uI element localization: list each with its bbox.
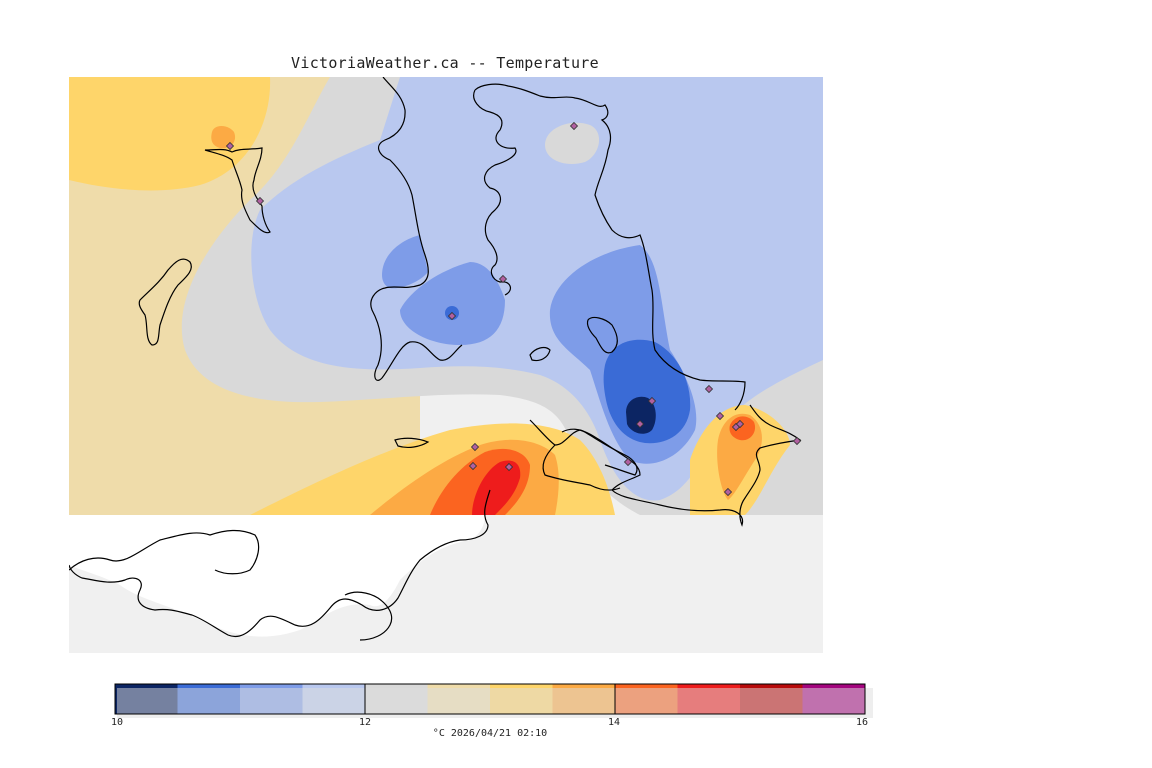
legend-tick-10: 10 [110, 717, 124, 728]
coastline-victoria-south [529, 404, 802, 527]
station-marker-7[interactable] [635, 419, 645, 429]
weather-stations [225, 121, 802, 497]
legend-shadow [117, 688, 873, 718]
station-marker-17[interactable] [623, 457, 633, 467]
legend-tick-14: 14 [607, 717, 621, 728]
map-title: VictoriaWeather.ca -- Temperature [291, 54, 599, 72]
coastline-southwest [69, 489, 491, 638]
coastline-west-inlet [370, 77, 463, 381]
legend-ticks [364, 684, 616, 714]
outside-data-region [69, 515, 485, 637]
coastline [69, 77, 802, 641]
coastline-island-c [138, 258, 192, 346]
station-marker-15[interactable] [723, 487, 733, 497]
coastline-west-bay [394, 437, 430, 448]
station-marker-14[interactable] [735, 419, 745, 429]
station-marker-4[interactable] [498, 274, 508, 284]
station-marker-8[interactable] [704, 384, 714, 394]
legend-tick-12: 12 [358, 717, 372, 728]
coastline-victoria-harbour [542, 444, 621, 491]
coastline-harbour-inlet [561, 428, 638, 476]
coastline-peninsula [474, 83, 746, 411]
contour-10_5-11-center [400, 262, 505, 345]
station-marker-2[interactable] [255, 196, 265, 206]
contour-11_5-12-ne-bubble [545, 122, 600, 165]
contour-12_5-13-nw [69, 77, 271, 191]
coastline-island-a [586, 316, 618, 354]
legend-frame [114, 683, 866, 715]
map-footer-units-timestamp: °C 2026/04/21 02:10 [432, 728, 548, 739]
contour-10_5-11-west [382, 235, 428, 289]
coastline-northshore-south [69, 529, 260, 575]
station-marker-11[interactable] [470, 442, 480, 452]
station-marker-13[interactable] [504, 462, 514, 472]
station-marker-5[interactable] [447, 311, 457, 321]
coastline-island-b [529, 346, 551, 362]
station-marker-1[interactable] [225, 141, 235, 151]
contour-13_5-14-east [729, 416, 756, 441]
station-marker-6[interactable] [647, 396, 657, 406]
station-marker-12[interactable] [468, 461, 478, 471]
station-marker-16[interactable] [792, 436, 802, 446]
legend-tick-16: 16 [855, 717, 869, 728]
contour-14-14_5-south [472, 460, 521, 515]
contour-13-13_5-nw [211, 126, 236, 149]
station-marker-3[interactable] [569, 121, 579, 131]
coastline-island-d [204, 147, 271, 234]
coastline-peninsula-inner [473, 89, 517, 296]
contour-below-10 [626, 396, 656, 434]
coastline-lower-point [344, 591, 393, 641]
station-marker-9[interactable] [715, 411, 725, 421]
temperature-contours [69, 77, 823, 637]
